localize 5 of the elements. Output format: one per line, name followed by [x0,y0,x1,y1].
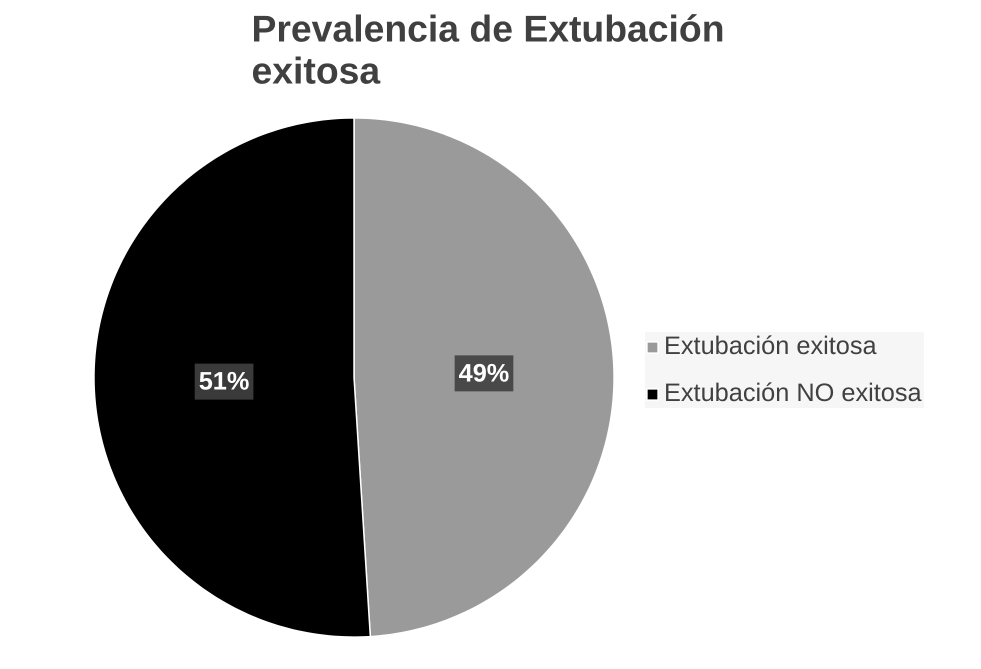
chart-title: Prevalencia de Extubación exitosa [251,8,725,92]
data-label: 49% [458,359,510,388]
legend-label: Extubación exitosa [664,332,878,361]
legend-label: Extubación NO exitosa [664,379,923,408]
data-label: 51% [198,368,250,396]
